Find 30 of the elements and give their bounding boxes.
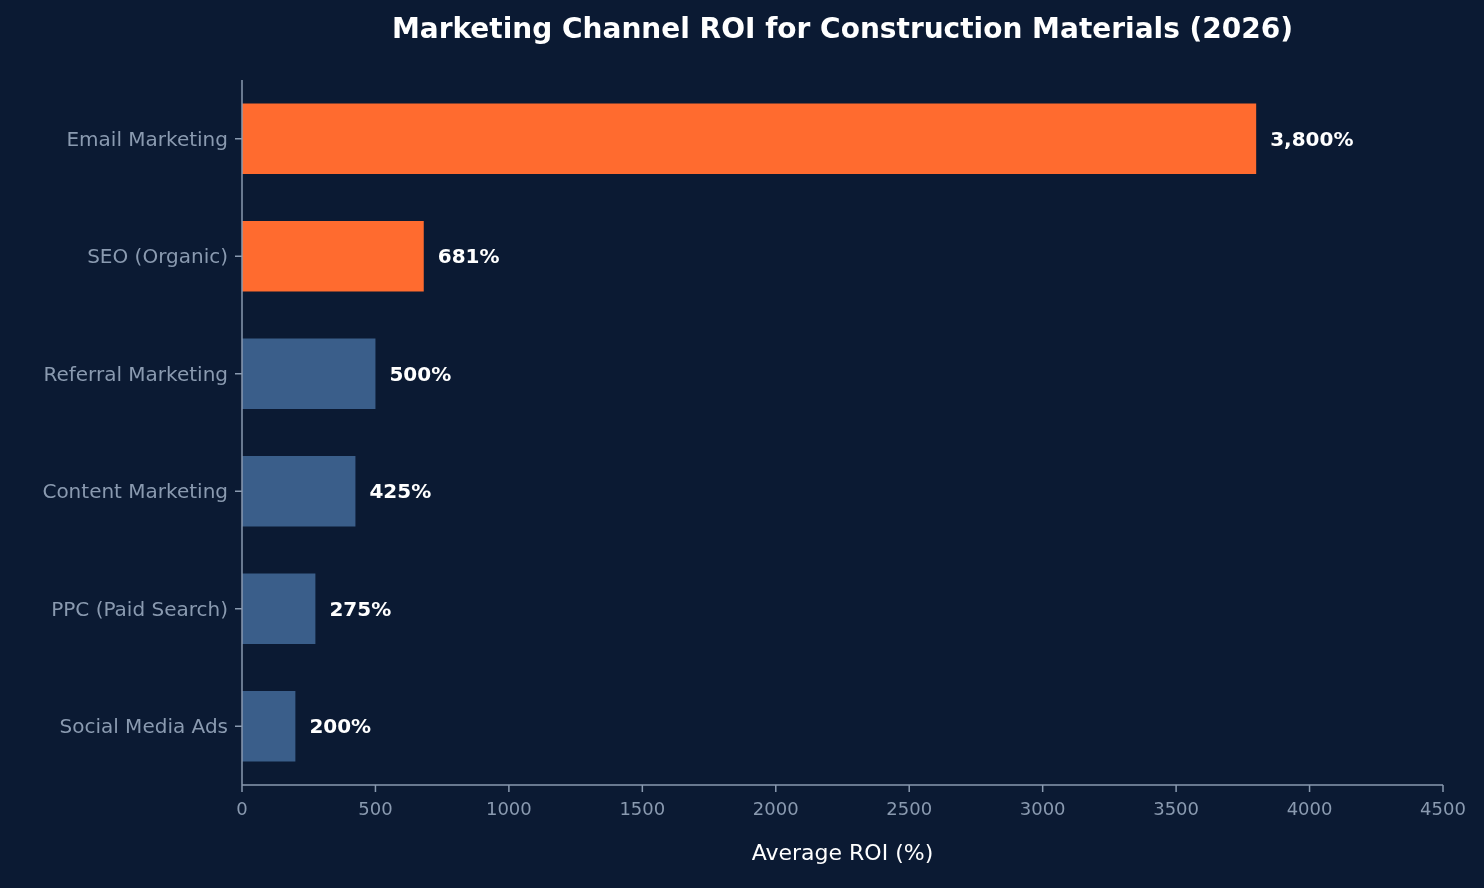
x-tick-label: 2000 [752,798,799,819]
x-tick-label: 3500 [1153,798,1200,819]
data-label: 681% [437,244,500,269]
bar [242,103,1257,174]
x-tick-label: 0 [236,798,248,819]
y-tick-label: Email Marketing [66,126,228,151]
data-label: 500% [389,361,452,386]
x-tick-label: 4000 [1286,798,1333,819]
y-tick-label: Referral Marketing [43,361,228,386]
data-label: 425% [369,479,432,504]
bar [242,221,424,292]
x-tick-label: 2500 [886,798,933,819]
bar [242,573,316,644]
y-tick-label: PPC (Paid Search) [51,596,228,621]
x-tick-label: 1500 [619,798,666,819]
data-label: 3,800% [1270,126,1354,151]
x-axis-title: Average ROI (%) [751,840,934,865]
y-tick-label: Social Media Ads [59,714,228,739]
chart-title: Marketing Channel ROI for Construction Materials (2026) [391,12,1294,45]
data-label: 275% [329,596,392,621]
data-label: 200% [309,714,372,739]
x-tick-label: 4500 [1420,798,1466,819]
x-tick-label: 1000 [485,798,532,819]
y-tick-label: Content Marketing [42,479,228,504]
bar [242,691,296,762]
bar [242,338,376,409]
x-tick-label: 500 [358,798,393,819]
y-tick-label: SEO (Organic) [87,244,228,269]
x-tick-label: 3000 [1019,798,1066,819]
bar [242,456,356,527]
